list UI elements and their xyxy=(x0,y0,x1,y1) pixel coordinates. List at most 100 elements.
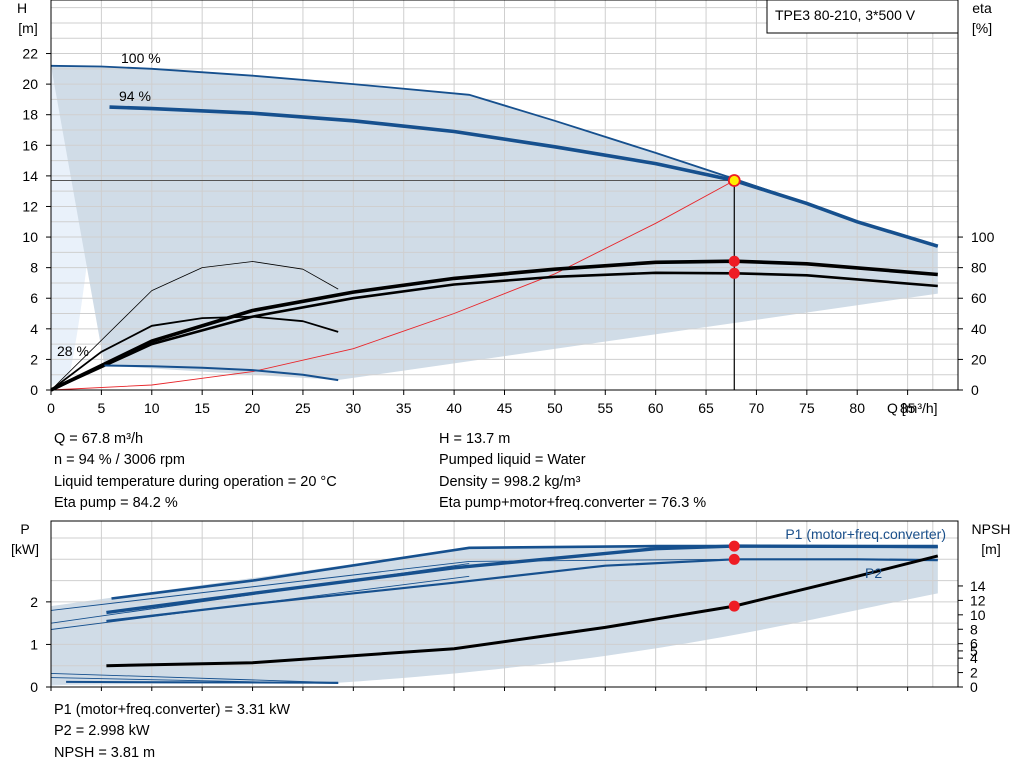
p2-curve-label: P2 xyxy=(865,565,882,581)
envelope-region xyxy=(51,65,938,381)
system-curve xyxy=(50,180,735,391)
info-p2: P2 = 2.998 kW xyxy=(54,723,150,740)
eta-pump-curve xyxy=(50,259,938,392)
eta-axis-label: eta xyxy=(972,0,992,16)
p2-marker xyxy=(728,553,740,565)
x-tick-label: 45 xyxy=(497,400,513,416)
h-tick-label: 14 xyxy=(22,168,38,184)
h-tick-label: 0 xyxy=(30,382,38,398)
speed-label-94: 94 % xyxy=(119,88,151,104)
p-tick-label: 2 xyxy=(30,594,38,610)
npsh-axis-label: NPSH xyxy=(972,521,1011,537)
info-p1: P1 (motor+freq.converter) = 3.31 kW xyxy=(54,702,291,718)
x-tick-label: 30 xyxy=(346,400,362,416)
x-tick-label: 60 xyxy=(648,400,664,416)
x-tick-label: 10 xyxy=(144,400,160,416)
info-flow: Q = 67.8 m³/h xyxy=(54,431,144,447)
info-eta-total: Eta pump+motor+freq.converter = 76.3 % xyxy=(439,494,707,511)
h-axis-label: H xyxy=(17,0,27,16)
power-guide-curve xyxy=(50,672,339,684)
eta-tick-label: 0 xyxy=(971,382,979,398)
npsh-tick-label: 4 xyxy=(970,650,978,666)
npsh-tick-label: 8 xyxy=(970,621,978,637)
npsh-axis-unit: [m] xyxy=(981,541,1000,557)
x-tick-label: 80 xyxy=(849,400,865,416)
x-tick-label: 65 xyxy=(698,400,714,416)
x-tick-label: 15 xyxy=(194,400,210,416)
x-tick-label: 50 xyxy=(547,400,563,416)
power-envelope-region xyxy=(51,546,938,685)
speed-label-100: 100 % xyxy=(121,50,161,66)
eta-tick-label: 80 xyxy=(971,260,987,276)
npsh-tick-label: 14 xyxy=(970,578,986,594)
title-box-text: TPE3 80-210, 3*500 V xyxy=(775,7,916,23)
eta-tick-label: 40 xyxy=(971,321,987,337)
p-tick-label: 0 xyxy=(30,679,38,695)
x-tick-label: 35 xyxy=(396,400,412,416)
h-tick-label: 6 xyxy=(30,290,38,306)
eta-pump-marker xyxy=(728,255,740,267)
x-tick-label: 40 xyxy=(446,400,462,416)
x-tick-label: 75 xyxy=(799,400,815,416)
eta-tick-label: 20 xyxy=(971,351,987,367)
h-tick-label: 2 xyxy=(30,351,38,367)
top-operating-markers xyxy=(727,174,741,279)
eta-total-marker xyxy=(728,267,740,279)
eta-low-speed-curve xyxy=(50,315,339,391)
h-tick-label: 10 xyxy=(22,229,38,245)
npsh-tick-label: 0 xyxy=(970,679,978,695)
eta-axis-unit: [%] xyxy=(972,20,992,36)
top-axis-ticks: 0 5 10 15 20 25 30 35 40 45 50 55 60 65 70 75 80 85 0 2 4 6 8 1… xyxy=(22,46,994,416)
p1-curve-label: P1 (motor+freq.converter) xyxy=(785,526,946,542)
npsh-tick-label: 10 xyxy=(970,607,986,623)
head-efficiency-plot: 0 5 10 15 20 25 30 35 40 45 50 55 60 65 70 75 80 85 0 2 4 6 8 1… xyxy=(17,0,995,416)
h-tick-label: 20 xyxy=(22,76,38,92)
x-tick-label: 25 xyxy=(295,400,311,416)
info-speed: n = 94 % / 3006 rpm xyxy=(54,452,185,469)
title-box xyxy=(766,0,959,34)
info-eta-pump: Eta pump = 84.2 % xyxy=(54,494,178,511)
q-axis-label: Q [m³/h] xyxy=(887,400,938,416)
eta-tick-label: 60 xyxy=(971,290,987,306)
npsh-tick-label: 5 xyxy=(970,643,978,659)
npsh-tick-label: 12 xyxy=(970,592,986,608)
h-tick-label: 22 xyxy=(22,46,38,62)
x-tick-label: 20 xyxy=(245,400,261,416)
p1-operating-curve xyxy=(106,544,938,615)
x-tick-label: 70 xyxy=(749,400,765,416)
p2-low-speed-curve xyxy=(66,680,339,684)
p-axis-label: P xyxy=(20,521,29,537)
h-tick-label: 16 xyxy=(22,137,38,153)
h-tick-label: 8 xyxy=(30,260,38,276)
top-grid xyxy=(51,0,958,390)
x-tick-label: 5 xyxy=(97,400,105,416)
info-top-left: Q = 67.8 m³/h n = 94 % / 3006 rpm Liquid… xyxy=(54,429,337,514)
x-tick-label: 85 xyxy=(900,400,916,416)
eta-tick-label: 100 xyxy=(971,229,995,245)
npsh-curve xyxy=(106,554,939,668)
h-tick-label: 18 xyxy=(22,107,38,123)
x-tick-label: 0 xyxy=(47,400,55,416)
info-bottom: P1 (motor+freq.converter) = 3.31 kW P2 =… xyxy=(54,700,290,764)
speed-label-28: 28 % xyxy=(57,343,89,359)
duty-point-marker xyxy=(727,174,741,187)
info-density: Density = 998.2 kg/m³ xyxy=(439,473,581,490)
npsh-tick-label: 2 xyxy=(970,665,978,681)
npsh-tick-label: 6 xyxy=(970,636,978,652)
p1-marker xyxy=(728,540,740,552)
p-tick-label: 1 xyxy=(30,636,38,652)
h-axis-unit: [m] xyxy=(18,20,37,36)
x-tick-label: 55 xyxy=(597,400,613,416)
eta-total-curve xyxy=(50,271,938,392)
info-liquid-temperature: Liquid temperature during operation = 20… xyxy=(54,473,337,490)
eta-low-speed-thin-curve xyxy=(50,261,339,391)
npsh-marker xyxy=(728,600,740,612)
info-pumped-liquid: Pumped liquid = Water xyxy=(439,452,586,469)
bottom-operating-markers xyxy=(728,540,740,612)
h-tick-label: 12 xyxy=(22,198,38,214)
bottom-curves xyxy=(50,544,939,685)
head-curve-94 xyxy=(109,105,939,248)
